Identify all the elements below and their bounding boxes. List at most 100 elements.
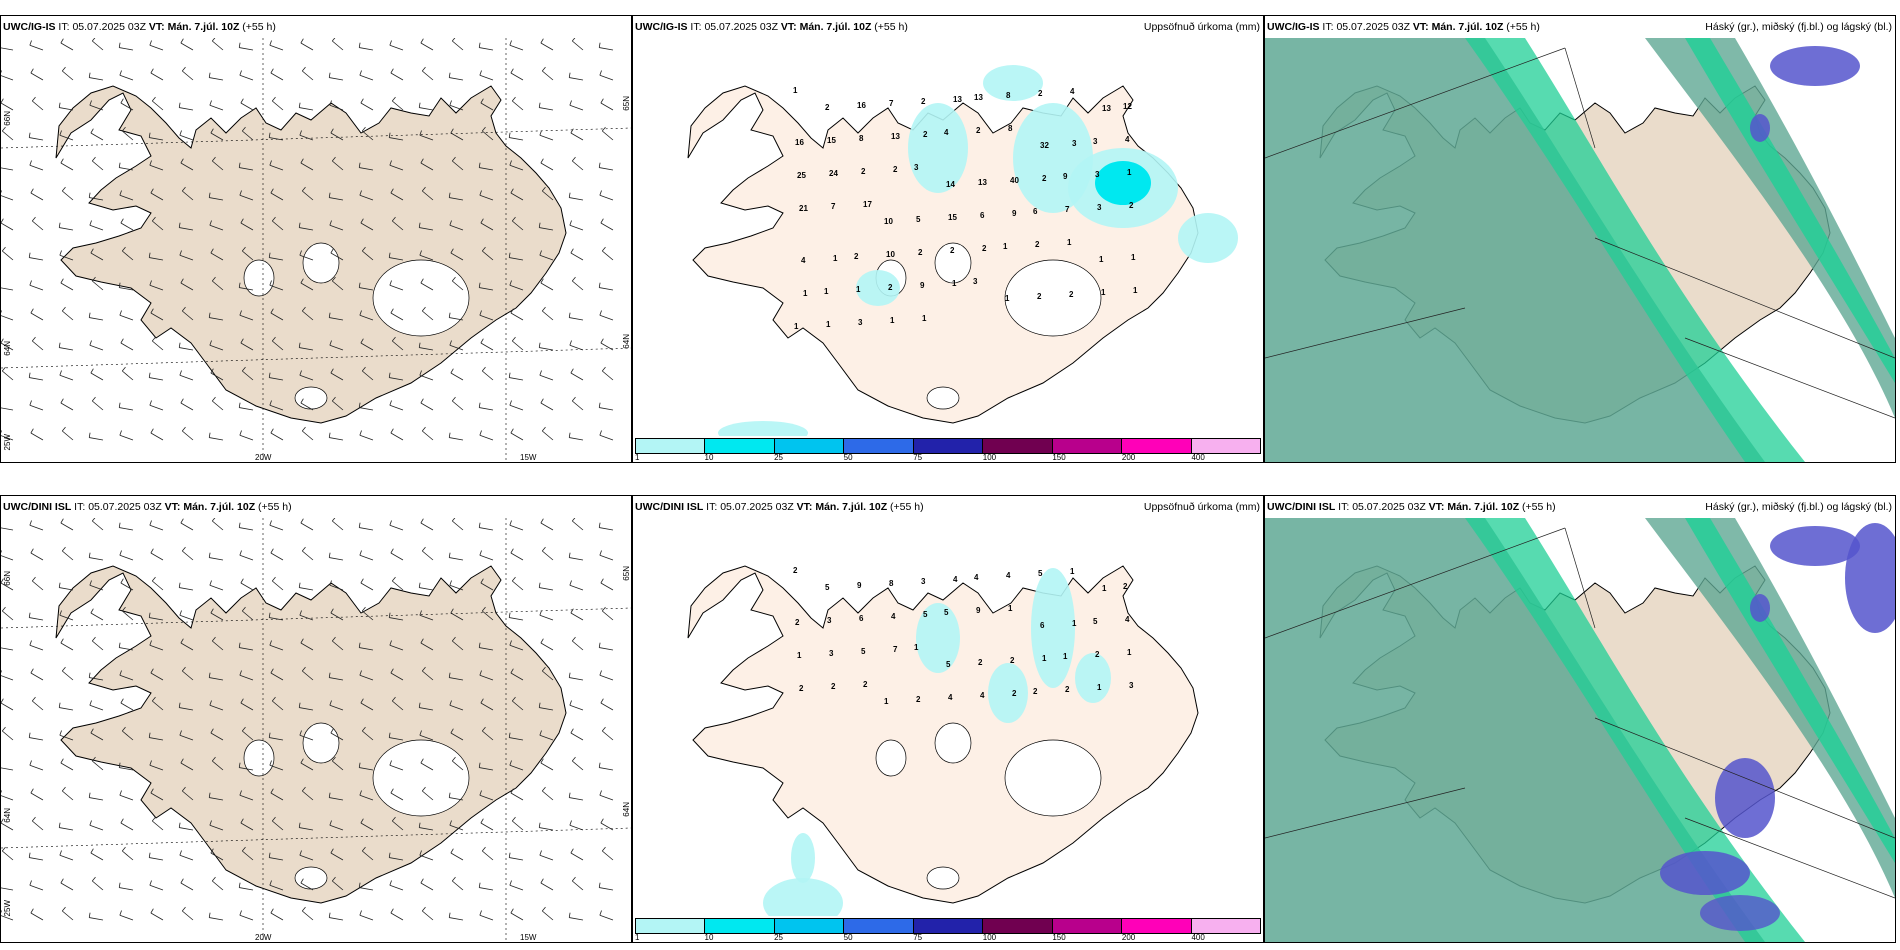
wind-barb-flag (478, 42, 481, 48)
wind-barb (302, 910, 314, 921)
wind-barb-flag (60, 158, 64, 164)
wind-barb (332, 880, 344, 891)
wind-barb (389, 164, 404, 171)
glacier-hofsjokull (302, 242, 340, 284)
wind-barb-flag (29, 400, 32, 406)
wind-barb (420, 42, 434, 51)
wind-barb (89, 677, 104, 681)
wind-barb (32, 100, 44, 111)
wind-barb (150, 72, 164, 81)
grid-line (1684, 337, 1895, 419)
wind-barb (149, 44, 164, 51)
wind-barb (329, 104, 344, 111)
wind-barb (569, 557, 584, 561)
wind-barb-flag (238, 162, 241, 168)
wind-barb-flag (360, 818, 364, 824)
precip-value: 8 (859, 134, 864, 143)
wind-barb (479, 287, 494, 291)
wind-barb (599, 887, 614, 891)
glacier-langjokull (243, 739, 275, 777)
wind-barb-flag (209, 100, 212, 106)
wind-barb (479, 407, 494, 411)
wind-barb (540, 882, 554, 891)
wind-barb (59, 227, 74, 231)
wind-barb-flag (240, 578, 244, 584)
it-label: IT: (58, 21, 70, 33)
colorbar-label: 400 (1191, 453, 1205, 462)
wind-barb (599, 167, 614, 171)
wind-barb (149, 284, 164, 291)
precip-value: 7 (1065, 205, 1070, 214)
wind-barb-flag (1, 726, 6, 732)
wind-barb (299, 227, 314, 231)
wind-barb-flag (298, 222, 301, 228)
wind-barb (90, 852, 104, 861)
wind-barb-flag (240, 98, 244, 104)
wind-barb-flag (61, 426, 66, 432)
precip-value: 3 (914, 163, 919, 172)
wind-barb (422, 790, 434, 801)
precip-area (1178, 213, 1238, 263)
wind-barb (1, 342, 14, 351)
wind-barb (329, 344, 344, 351)
latitude-line (1, 347, 631, 369)
wind-barb-flag (419, 370, 422, 376)
wind-barb (242, 130, 254, 141)
wind-barb-flag (148, 372, 151, 378)
wind-barb (300, 162, 314, 171)
wind-barb (599, 767, 614, 771)
wind-barb-flag (568, 72, 571, 78)
wind-header-bottom: UWC/DINI ISL IT: 05.07.2025 03Z VT: Mán.… (1, 496, 631, 518)
precip-value: 2 (831, 682, 836, 691)
precip-value: 9 (976, 606, 981, 615)
wind-barb (599, 407, 614, 411)
wind-barb (329, 917, 344, 921)
wind-barb (329, 704, 344, 711)
wind-barb-flag (571, 756, 576, 762)
colorbar-label: 75 (913, 933, 923, 942)
wind-barb (540, 42, 554, 51)
wind-barb (359, 287, 374, 291)
wind-barb (330, 852, 344, 861)
colorbar-labels: 1 10 25 50 75 100 150 200 400 (635, 933, 1261, 942)
mid-cloud-streak (1685, 518, 1895, 863)
wind-barb (542, 310, 554, 321)
wind-barb-flag (511, 336, 516, 342)
precip-value: 4 (953, 575, 958, 584)
precip-value: 1 (1131, 253, 1136, 262)
wind-barb (212, 280, 224, 291)
wind-barb-flag (270, 428, 274, 434)
precip-value: 3 (1093, 137, 1098, 146)
wind-barb (210, 732, 224, 741)
wind-barb (602, 850, 614, 861)
wind-barb-flag (1, 218, 4, 224)
wind-barb-flag (89, 100, 92, 106)
wind-barb-flag (269, 880, 272, 886)
wind-barb-flag (539, 730, 542, 736)
wind-barb-flag (208, 312, 211, 318)
wind-barb-flag (61, 306, 66, 312)
precip-value: 6 (1033, 207, 1038, 216)
wind-barb-flag (239, 310, 242, 316)
high-cloud-band-west (1265, 38, 1765, 462)
wind-barb (599, 914, 614, 921)
wind-barb-flag (570, 848, 574, 854)
wind-barb (422, 670, 434, 681)
wind-barb (152, 220, 164, 231)
wind-barb (59, 587, 74, 591)
wind-barb-flag (121, 126, 126, 132)
wind-barb (92, 760, 104, 771)
wind-barb-flag (538, 582, 541, 588)
wind-barb-flag (300, 158, 304, 164)
wind-barb-flag (178, 222, 181, 228)
wind-barb (269, 524, 284, 531)
wind-barb (239, 767, 254, 771)
wind-barb-flag (118, 762, 121, 768)
wind-barb (390, 192, 404, 201)
wind-barb-flag (238, 42, 241, 48)
wind-barb (539, 347, 554, 351)
wind-barb-flag (598, 642, 601, 648)
wind-barb-flag (331, 876, 336, 882)
wind-barb-flag (181, 906, 186, 912)
wind-barb-flag (150, 908, 154, 914)
